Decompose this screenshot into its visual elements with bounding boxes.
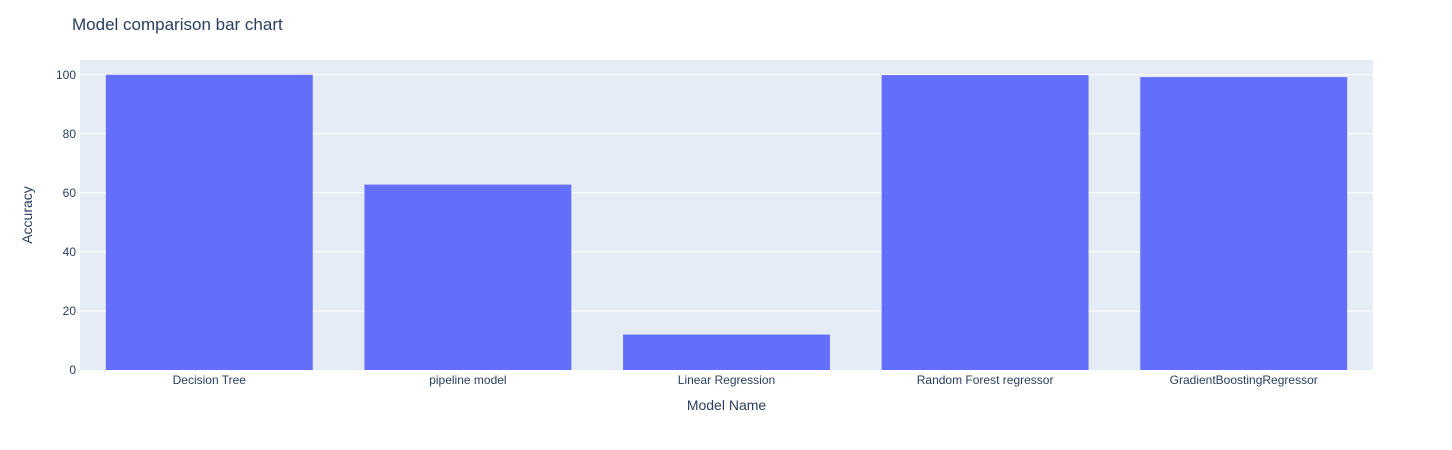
y-axis-label: Accuracy	[19, 186, 35, 244]
x-tick-label: GradientBoostingRegressor	[1170, 373, 1318, 387]
y-tick-label: 100	[56, 68, 76, 82]
bar-decision-tree[interactable]	[105, 74, 313, 370]
y-tick-label: 0	[69, 363, 76, 377]
x-tick-label: pipeline model	[429, 373, 506, 387]
bars	[105, 74, 1348, 371]
bar-linear-regression[interactable]	[623, 334, 830, 370]
y-axis-ticks: 0 20 40 60 80 100	[56, 68, 76, 377]
bar-pipeline-model[interactable]	[364, 184, 572, 370]
x-axis-ticks: Decision Tree pipeline model Linear Regres…	[173, 373, 1318, 387]
y-tick-label: 20	[63, 304, 77, 318]
x-tick-label: Decision Tree	[173, 373, 247, 387]
x-axis-label: Model Name	[687, 397, 767, 413]
y-tick-label: 40	[63, 245, 77, 259]
bar-gradientboostingregressor[interactable]	[1140, 77, 1348, 370]
x-tick-label: Random Forest regressor	[917, 373, 1054, 387]
bar-random-forest-regressor[interactable]	[881, 75, 1089, 371]
y-tick-label: 60	[63, 186, 77, 200]
y-tick-label: 80	[63, 127, 77, 141]
chart-title: Model comparison bar chart	[72, 15, 283, 34]
x-tick-label: Linear Regression	[678, 373, 775, 387]
